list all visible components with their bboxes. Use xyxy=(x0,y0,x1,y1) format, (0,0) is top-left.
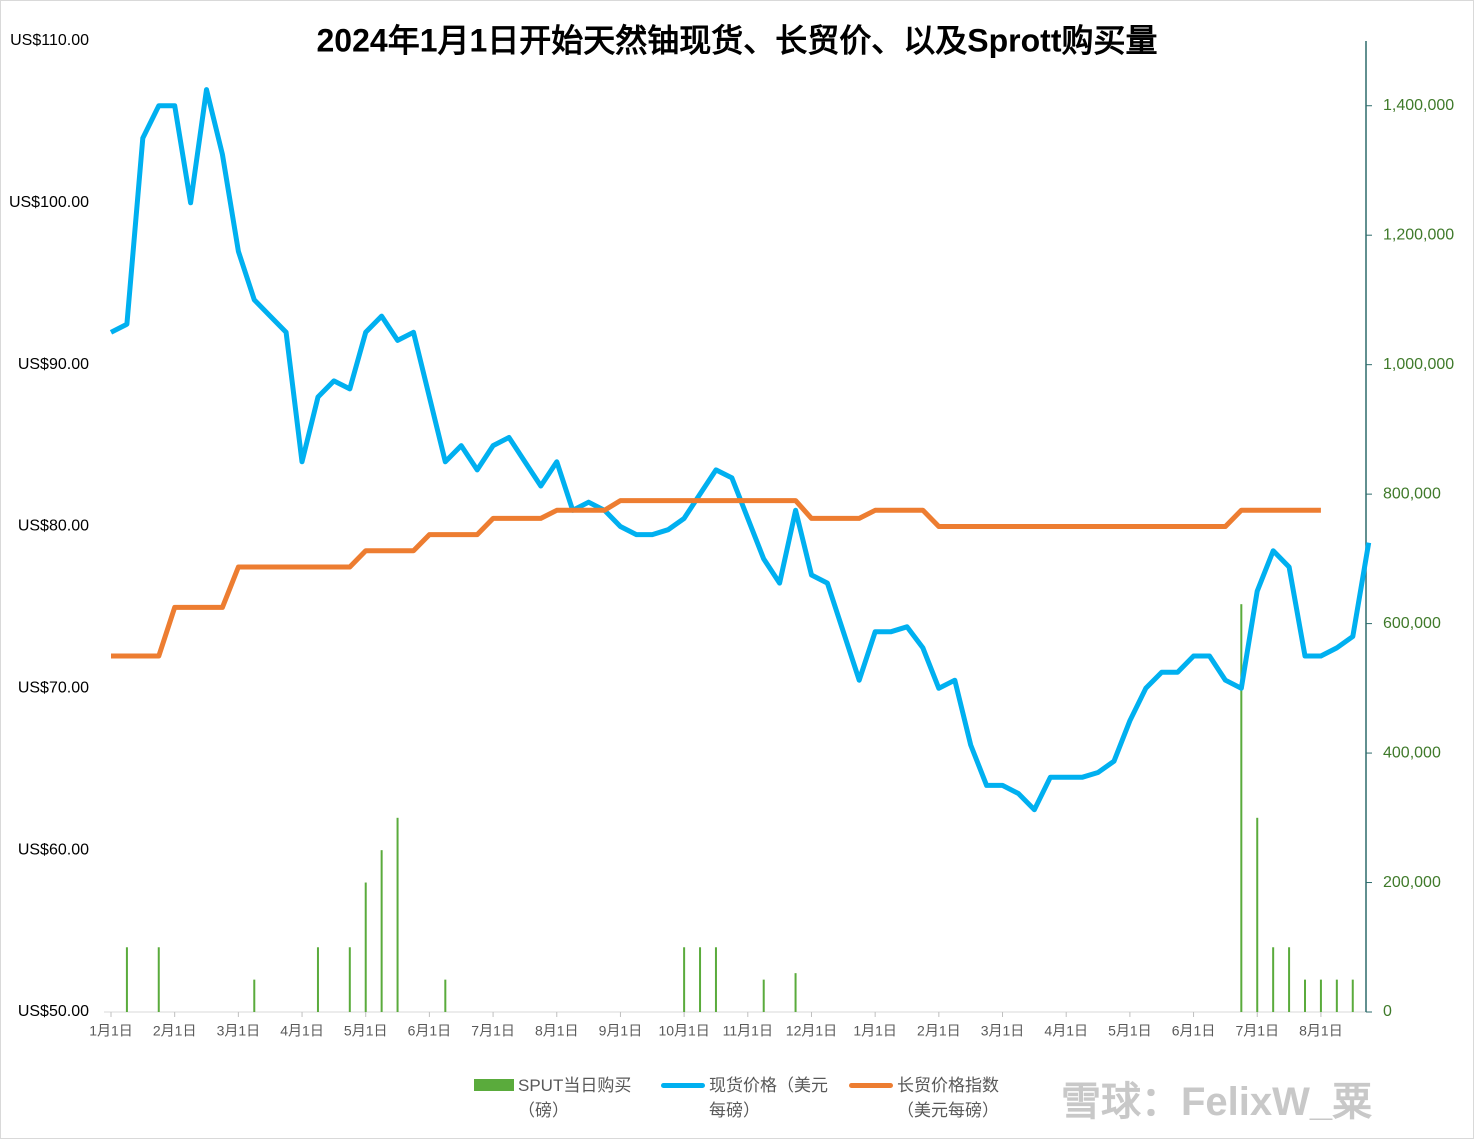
x-tick-label: 8月1日 xyxy=(535,1023,579,1039)
y2-tick-label: 200,000 xyxy=(1383,874,1441,891)
bar xyxy=(396,817,399,1012)
y-tick-label: US$80.00 xyxy=(18,518,89,535)
legend-label: 现货价格（美元每磅） xyxy=(709,1076,828,1120)
y-tick-label: US$100.00 xyxy=(9,194,89,211)
bar xyxy=(762,979,765,1012)
x-tick-label: 10月1日 xyxy=(658,1023,709,1039)
bar xyxy=(683,947,686,1012)
legend-label: 长贸价格指数（美元每磅） xyxy=(897,1076,999,1120)
bar xyxy=(714,947,717,1012)
x-tick-label: 6月1日 xyxy=(408,1023,452,1039)
x-tick-label: 9月1日 xyxy=(599,1023,643,1039)
legend-swatch xyxy=(849,1083,893,1088)
legend-swatch xyxy=(661,1083,705,1088)
line xyxy=(109,87,1372,813)
y2-tick-label: 800,000 xyxy=(1383,485,1441,502)
bar xyxy=(1288,947,1291,1012)
bar xyxy=(1351,979,1354,1012)
y2-tick-label: 1,400,000 xyxy=(1383,97,1454,114)
bar xyxy=(157,947,160,1012)
y2-tick-label: 600,000 xyxy=(1383,615,1441,632)
y-tick-label: US$50.00 xyxy=(18,1003,89,1020)
y-tick-label: US$60.00 xyxy=(18,841,89,858)
x-tick-label: 7月1日 xyxy=(471,1023,515,1039)
chart-title: 2024年1月1日开始天然铀现货、长贸价、以及Sprott购买量 xyxy=(317,22,1158,58)
x-tick-label: 1月1日 xyxy=(89,1023,133,1039)
legend-label: SPUT当日购买（磅） xyxy=(518,1076,632,1120)
x-tick-label: 3月1日 xyxy=(981,1023,1025,1039)
x-tick-label: 4月1日 xyxy=(280,1023,324,1039)
legend-entry: SPUT当日购买（磅） xyxy=(474,1073,643,1123)
bar xyxy=(380,850,383,1012)
x-tick-label: 6月1日 xyxy=(1172,1023,1216,1039)
y-tick-label: US$90.00 xyxy=(18,356,89,373)
bar xyxy=(364,882,367,1012)
bar xyxy=(1256,817,1259,1012)
x-tick-label: 3月1日 xyxy=(217,1023,261,1039)
y-tick-label: US$70.00 xyxy=(18,680,89,697)
x-tick-label: 4月1日 xyxy=(1044,1023,1088,1039)
y2-tick-label: 1,000,000 xyxy=(1383,356,1454,373)
x-tick-label: 7月1日 xyxy=(1235,1023,1279,1039)
bar xyxy=(253,979,256,1012)
y2-tick-label: 0 xyxy=(1383,1003,1392,1020)
bar xyxy=(794,973,797,1012)
bar xyxy=(444,979,447,1012)
bar xyxy=(1335,979,1338,1012)
bar xyxy=(348,947,351,1012)
bar xyxy=(1272,947,1275,1012)
x-tick-label: 2月1日 xyxy=(153,1023,197,1039)
y2-tick-label: 1,200,000 xyxy=(1383,226,1454,243)
x-tick-label: 12月1日 xyxy=(786,1023,837,1039)
bar xyxy=(125,947,128,1012)
bar xyxy=(1304,979,1306,1012)
legend-swatch xyxy=(474,1079,514,1091)
x-tick-label: 5月1日 xyxy=(1108,1023,1152,1039)
x-tick-label: 1月1日 xyxy=(853,1023,897,1039)
x-tick-label: 2月1日 xyxy=(917,1023,961,1039)
line xyxy=(111,498,1321,659)
bar xyxy=(1319,979,1322,1012)
y2-tick-label: 400,000 xyxy=(1383,744,1441,761)
y-tick-label: US$110.00 xyxy=(10,32,89,49)
legend-entry: 现货价格（美元每磅） xyxy=(661,1073,834,1123)
x-tick-label: 8月1日 xyxy=(1299,1023,1343,1039)
bar xyxy=(316,947,319,1012)
bar xyxy=(1240,604,1243,1012)
bar xyxy=(699,947,702,1012)
x-tick-label: 11月1日 xyxy=(723,1023,773,1039)
watermark: 雪球：FelixW_粟 xyxy=(1061,1080,1373,1124)
legend-entry: 长贸价格指数（美元每磅） xyxy=(849,1073,1022,1123)
x-tick-label: 5月1日 xyxy=(344,1023,388,1039)
